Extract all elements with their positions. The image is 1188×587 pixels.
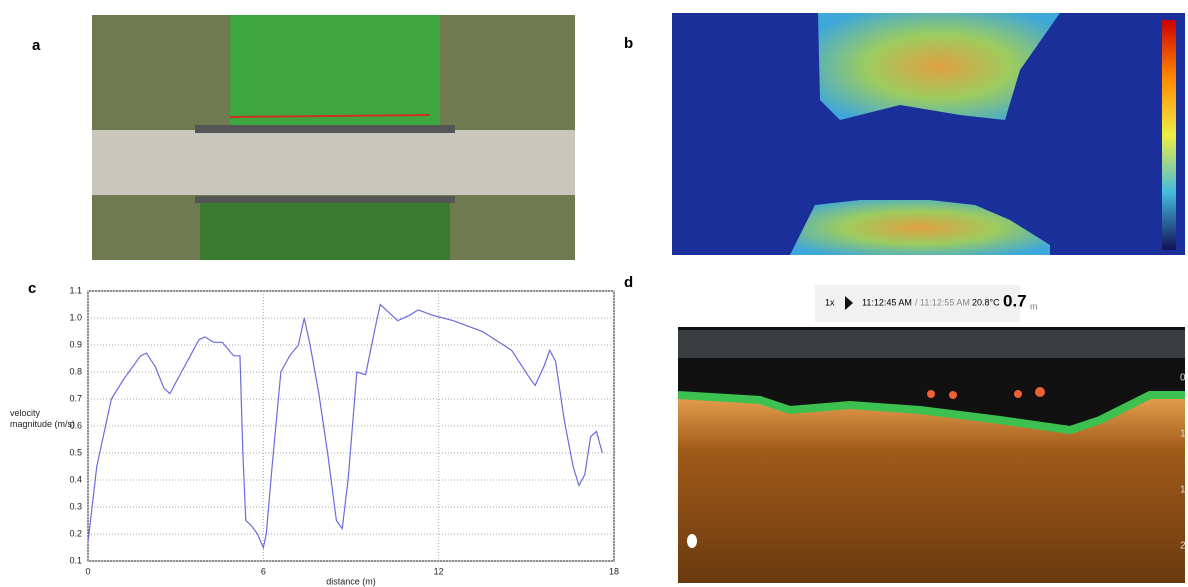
y-tick-label: 0.2 <box>69 528 82 538</box>
x-tick-label: 0 <box>85 566 90 576</box>
y-axis-label: velocity magnitude (m/s) <box>10 408 76 430</box>
panel-label: a <box>32 37 41 54</box>
sonar-temp: 20.8°C <box>972 297 1000 307</box>
x-tick-label: 6 <box>261 566 266 576</box>
y-tick-label: 1.0 <box>69 312 82 322</box>
sonar-speed: 1x <box>825 297 835 307</box>
x-tick-label: 18 <box>609 566 619 576</box>
y-tick-label: 0.5 <box>69 447 82 457</box>
y-tick-label: 0.9 <box>69 339 82 349</box>
velocity-heatmap <box>672 13 1185 255</box>
sonar-time-total: / 11:12:55 AM <box>915 297 970 307</box>
panel-label: d <box>624 274 633 291</box>
y-tick-label: 0.8 <box>69 366 82 376</box>
sonar-time: 11:12:45 AM <box>862 297 912 307</box>
y-tick-label: 0.1 <box>69 555 82 565</box>
sonar-scale: 1. <box>1180 429 1188 440</box>
y-tick-label: 0.3 <box>69 501 82 511</box>
y-tick-label: 0.4 <box>69 474 82 484</box>
sonar-depth: 0.7 <box>1003 291 1027 310</box>
panel-label: c <box>28 280 36 297</box>
aerial-photo <box>92 15 575 260</box>
sonar-view <box>678 285 1185 583</box>
sonar-depth-unit: m <box>1030 301 1038 311</box>
figure: a b c d 1x 11:12:45 AM / 11:12:55 AM 20.… <box>0 0 1188 587</box>
x-tick-label: 12 <box>434 566 444 576</box>
sonar-scale: 1. <box>1180 485 1188 496</box>
y-tick-label: 0.7 <box>69 393 82 403</box>
panel-label: b <box>624 35 633 52</box>
y-tick-label: 1.1 <box>69 285 82 295</box>
x-axis-label: distance (m) <box>326 576 376 586</box>
sonar-scale: 2 <box>1180 541 1186 552</box>
page: a b c d 1x 11:12:45 AM / 11:12:55 AM 20.… <box>0 0 1188 587</box>
sonar-scale: 0. <box>1180 373 1188 384</box>
line-series <box>88 305 602 548</box>
